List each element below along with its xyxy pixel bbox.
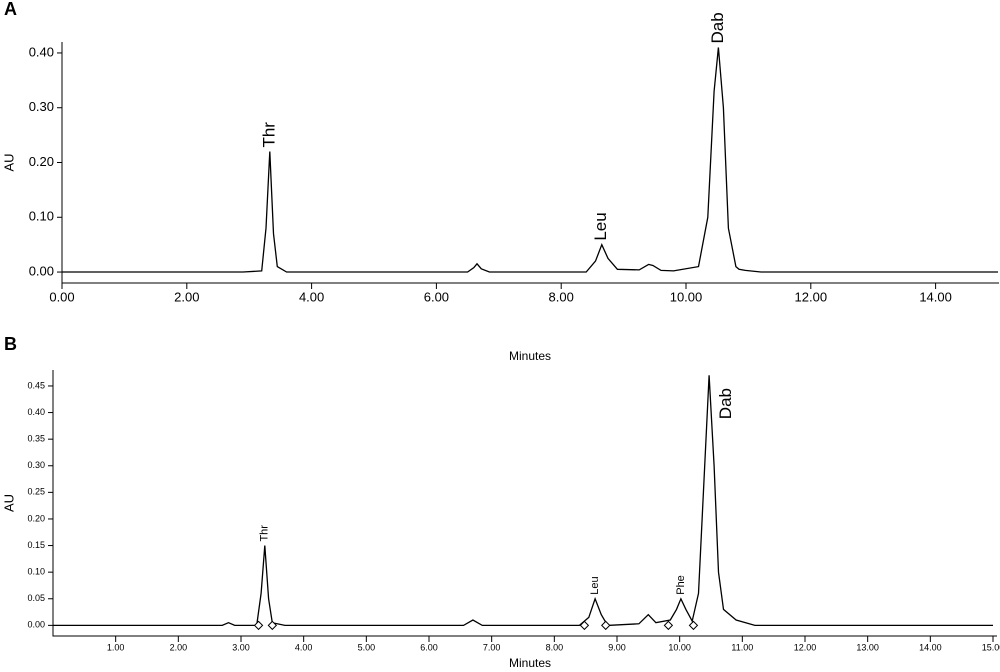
integration-marker: [579, 620, 590, 631]
x-tick-label: 14.00: [919, 289, 952, 304]
x-tick-label: 8.00: [546, 642, 564, 652]
integration-marker: [688, 620, 699, 631]
integration-marker: [601, 620, 611, 631]
x-tick-label: 15.00: [982, 642, 1000, 652]
y-tick-label: 0.15: [27, 540, 45, 550]
y-tick-label: 0.00: [29, 263, 54, 278]
peak-label: Phe: [675, 575, 687, 595]
x-tick-label: 10.00: [670, 289, 703, 304]
x-tick-label: 1.00: [107, 642, 125, 652]
peak-label: Leu: [589, 576, 601, 594]
peak-label: Dab: [708, 12, 727, 43]
x-axis-label: Minutes: [509, 349, 551, 363]
peak-label: Thr: [259, 525, 271, 542]
x-tick-label: 8.00: [549, 289, 574, 304]
axis-frame: [61, 42, 999, 284]
x-tick-label: 2.00: [174, 289, 199, 304]
y-tick-label: 0.00: [27, 620, 45, 630]
x-tick-label: 13.00: [856, 642, 879, 652]
y-tick-label: 0.40: [27, 407, 45, 417]
x-tick-label: 4.00: [295, 642, 313, 652]
x-tick-label: 6.00: [420, 642, 438, 652]
peak-label: Leu: [591, 212, 610, 240]
y-tick-label: 0.05: [27, 593, 45, 603]
axis-frame: [52, 370, 997, 637]
y-tick-label: 0.20: [29, 154, 54, 169]
panel-label: B: [4, 334, 17, 354]
x-tick-label: 12.00: [795, 289, 828, 304]
y-axis-label: AU: [1, 153, 16, 171]
x-tick-label: 11.00: [731, 642, 753, 652]
chromatogram-line: [62, 47, 998, 273]
y-tick-label: 0.40: [29, 44, 54, 59]
x-tick-label: 9.00: [608, 642, 626, 652]
y-tick-label: 0.25: [27, 487, 45, 497]
x-tick-label: 0.00: [49, 289, 74, 304]
x-tick-label: 3.00: [232, 642, 250, 652]
x-axis-label: Minutes: [509, 656, 551, 670]
y-tick-label: 0.20: [27, 513, 45, 523]
y-tick-label: 0.30: [29, 99, 54, 114]
y-tick-label: 0.35: [27, 434, 45, 444]
integration-marker: [253, 620, 264, 631]
y-tick-label: 0.45: [27, 380, 45, 390]
y-axis-label: AU: [1, 494, 16, 512]
x-tick-label: 6.00: [424, 289, 449, 304]
x-tick-label: 7.00: [483, 642, 501, 652]
integration-marker: [663, 620, 674, 631]
y-tick-label: 0.10: [29, 209, 54, 224]
x-tick-label: 12.00: [794, 642, 817, 652]
y-tick-label: 0.10: [27, 567, 45, 577]
y-tick-label: 0.30: [27, 460, 45, 470]
panel-label: A: [4, 0, 17, 19]
x-tick-label: 14.00: [919, 642, 942, 652]
x-tick-label: 5.00: [358, 642, 376, 652]
chromatogram-line: [53, 375, 993, 627]
integration-marker: [267, 620, 278, 631]
x-tick-label: 2.00: [170, 642, 188, 652]
peak-label: Dab: [716, 388, 735, 419]
x-tick-label: 10.00: [668, 642, 691, 652]
peak-label: Thr: [259, 122, 278, 148]
x-tick-label: 4.00: [299, 289, 324, 304]
